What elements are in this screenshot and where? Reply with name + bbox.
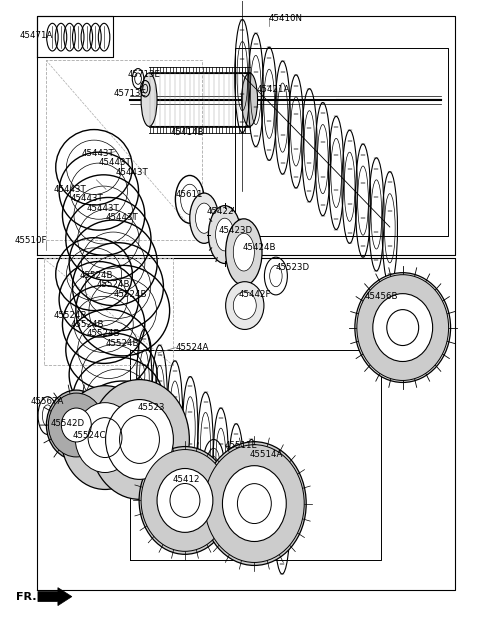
Ellipse shape [222, 466, 286, 542]
Ellipse shape [141, 450, 229, 551]
Text: 45443T: 45443T [70, 194, 103, 203]
Ellipse shape [208, 205, 241, 263]
Text: 45456B: 45456B [364, 292, 398, 301]
Ellipse shape [357, 275, 449, 381]
Text: 45412: 45412 [173, 475, 201, 484]
Ellipse shape [226, 219, 262, 285]
Ellipse shape [162, 435, 170, 444]
Text: 45524B: 45524B [106, 339, 140, 348]
Ellipse shape [135, 467, 144, 476]
Ellipse shape [204, 445, 304, 563]
Ellipse shape [106, 399, 173, 479]
Ellipse shape [117, 458, 124, 466]
Text: 45443T: 45443T [87, 203, 120, 213]
Text: 45443T: 45443T [116, 168, 148, 177]
Text: 45510F: 45510F [14, 236, 47, 245]
Ellipse shape [61, 408, 91, 442]
Ellipse shape [195, 203, 213, 233]
Ellipse shape [155, 458, 163, 466]
Text: 45567A: 45567A [30, 397, 64, 406]
Text: 45471A: 45471A [20, 31, 53, 40]
Polygon shape [38, 588, 72, 605]
Text: 45443T: 45443T [99, 158, 132, 168]
Ellipse shape [229, 456, 243, 483]
Text: 45713E: 45713E [113, 89, 146, 98]
Text: 45423D: 45423D [218, 226, 252, 234]
Text: 45523: 45523 [137, 403, 165, 412]
Ellipse shape [190, 193, 218, 243]
Text: 45424B: 45424B [242, 243, 276, 251]
Text: 45713E: 45713E [128, 70, 160, 79]
Text: 45421A: 45421A [257, 86, 290, 94]
Text: 45410N: 45410N [269, 14, 303, 23]
Text: 45542D: 45542D [51, 419, 85, 428]
Ellipse shape [155, 413, 163, 421]
Ellipse shape [216, 218, 234, 251]
Text: 45414B: 45414B [170, 128, 204, 137]
Ellipse shape [225, 446, 248, 493]
Ellipse shape [108, 435, 117, 444]
Text: 45442F: 45442F [239, 290, 272, 299]
Ellipse shape [355, 273, 451, 382]
Text: 45524B: 45524B [96, 280, 130, 289]
Ellipse shape [373, 294, 432, 362]
Ellipse shape [48, 393, 104, 457]
Text: 45514A: 45514A [250, 450, 283, 459]
Text: 45524B: 45524B [87, 329, 120, 338]
Text: 45511E: 45511E [225, 441, 258, 450]
Ellipse shape [203, 442, 306, 566]
Text: 45524B: 45524B [53, 311, 87, 319]
Ellipse shape [90, 380, 189, 500]
Text: 45443T: 45443T [82, 149, 115, 158]
Ellipse shape [75, 403, 135, 472]
Text: 45422: 45422 [206, 207, 234, 216]
Ellipse shape [226, 282, 264, 329]
Text: 45524B: 45524B [70, 320, 104, 329]
Text: 45611: 45611 [175, 190, 203, 199]
Text: 45524B: 45524B [113, 290, 147, 299]
Ellipse shape [157, 469, 213, 532]
Ellipse shape [233, 292, 256, 319]
Ellipse shape [117, 413, 124, 421]
Text: 45524A: 45524A [175, 343, 209, 352]
Ellipse shape [135, 404, 144, 411]
Ellipse shape [241, 73, 258, 127]
Text: FR.: FR. [16, 592, 36, 602]
Ellipse shape [61, 386, 149, 490]
Text: 45443T: 45443T [53, 185, 86, 194]
Ellipse shape [47, 390, 106, 460]
Text: 45524B: 45524B [80, 271, 113, 280]
Text: 45524C: 45524C [72, 431, 106, 440]
Ellipse shape [139, 447, 231, 554]
Ellipse shape [233, 233, 254, 271]
Text: 45443T: 45443T [106, 213, 139, 222]
Text: 45523D: 45523D [276, 263, 310, 272]
Ellipse shape [141, 73, 157, 127]
